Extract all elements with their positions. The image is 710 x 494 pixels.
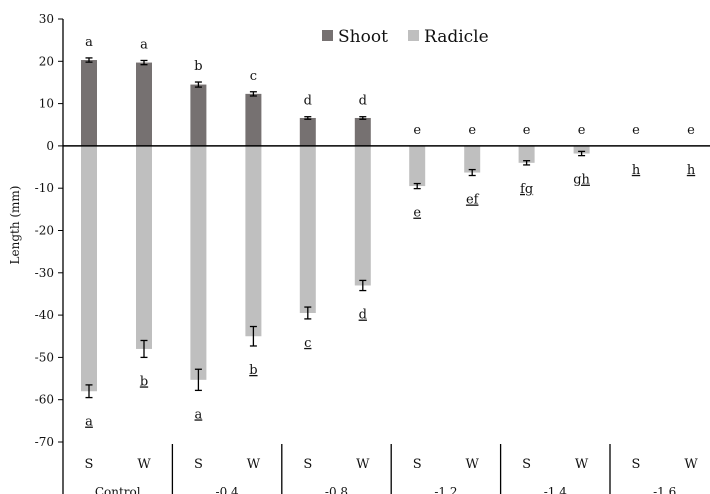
shoot-letter: e — [413, 123, 421, 138]
shoot-bar — [81, 60, 97, 146]
x-group-label: -1.4 — [544, 485, 568, 494]
shoot-legend-label: Shoot — [338, 27, 388, 47]
x-category-label: W — [247, 457, 261, 472]
radicle-letter: a — [85, 415, 93, 430]
x-group-label: -0.4 — [216, 485, 240, 494]
error-bar — [194, 81, 202, 88]
x-category-label: W — [137, 457, 151, 472]
y-axis-title: Length (mm) — [8, 186, 22, 265]
x-group-label: Control — [95, 485, 141, 494]
x-category-label: S — [522, 457, 531, 472]
shoot-letter: d — [304, 94, 312, 109]
shoot-letter: d — [359, 94, 367, 109]
y-tick-label: 30 — [39, 12, 54, 26]
x-category-label: S — [413, 457, 422, 472]
shoot-letter: e — [468, 123, 476, 138]
shoot-legend-swatch — [322, 30, 333, 41]
error-bar — [194, 368, 202, 392]
shoot-letter: a — [85, 35, 93, 50]
significance-letters: a a b c d d e e e e e e a b a b c d e ef fg gh h h — [85, 35, 696, 430]
y-tick-label: -60 — [35, 393, 54, 407]
shoot-bar — [245, 93, 262, 146]
shoot-letter: e — [687, 123, 695, 138]
radicle-legend-label: Radicle — [424, 27, 489, 47]
x-axis: S W S W S W S W S W S W Control -0.4 -0.8 -1.2 -1.4 -1.6 — [85, 444, 698, 494]
y-tick-label: -50 — [35, 350, 54, 364]
radicle-bar — [573, 145, 590, 154]
shoot-bar — [299, 117, 316, 146]
error-bar — [359, 116, 367, 120]
shoot-bar — [136, 62, 152, 146]
radicle-bar — [190, 145, 207, 380]
radicle-letter: a — [195, 407, 203, 422]
x-group-label: -0.8 — [325, 485, 348, 494]
shoot-bar — [190, 84, 207, 146]
shoot-letter: e — [632, 123, 640, 138]
bars — [63, 57, 710, 399]
radicle-letter: fg — [520, 182, 533, 197]
radicle-letter: h — [687, 163, 696, 178]
y-tick-label: 10 — [39, 97, 54, 111]
error-bar — [578, 150, 586, 157]
y-tick-label: -10 — [35, 181, 54, 195]
radicle-letter: c — [304, 336, 311, 351]
error-bar — [304, 116, 312, 120]
radicle-legend-swatch — [408, 30, 419, 41]
error-bar — [249, 91, 257, 97]
x-category-label: S — [85, 457, 94, 472]
radicle-bar — [518, 145, 535, 163]
error-bar — [304, 306, 312, 320]
shoot-letter: a — [140, 37, 148, 52]
radicle-bar — [245, 145, 262, 337]
y-tick-label: -40 — [35, 308, 54, 322]
error-bar — [413, 182, 421, 190]
y-tick-label: -20 — [35, 224, 54, 238]
error-bar — [85, 57, 93, 63]
x-category-label: W — [356, 457, 370, 472]
shoot-letter: e — [578, 123, 586, 138]
x-category-label: W — [684, 457, 698, 472]
radicle-letter: ef — [466, 193, 480, 208]
x-category-label: S — [194, 457, 203, 472]
x-category-label: S — [632, 457, 641, 472]
error-bar — [359, 279, 367, 292]
shoot-letter: c — [250, 69, 257, 84]
radicle-letter: e — [413, 206, 421, 221]
radicle-letter: b — [249, 363, 257, 378]
x-category-label: W — [575, 457, 589, 472]
shoot-letter: e — [523, 123, 531, 138]
error-bar — [85, 384, 93, 399]
radicle-letter: gh — [573, 173, 590, 188]
radicle-bar — [136, 145, 152, 349]
y-tick-label: 20 — [39, 54, 54, 68]
error-bar — [140, 339, 148, 359]
error-bar — [468, 168, 476, 177]
x-category-label: W — [466, 457, 480, 472]
radicle-bar — [409, 145, 426, 187]
x-group-label: -1.6 — [653, 485, 676, 494]
radicle-letter: d — [359, 308, 367, 323]
shoot-letter: b — [194, 59, 202, 74]
shoot-bar — [354, 117, 371, 146]
y-tick-label: 0 — [46, 139, 54, 153]
radicle-bar — [299, 145, 316, 313]
radicle-bar — [464, 145, 481, 173]
y-tick-label: -70 — [35, 435, 54, 449]
radicle-letter: h — [632, 163, 641, 178]
x-category-label: S — [303, 457, 312, 472]
y-axis: 30 20 10 0 -10 -20 -30 -40 -50 -60 -70 — [35, 12, 64, 494]
y-tick-label: -30 — [35, 266, 54, 280]
legend: Shoot Radicle — [322, 27, 489, 47]
radicle-bar — [354, 145, 371, 286]
radicle-bar — [81, 145, 97, 392]
error-bar — [140, 59, 148, 66]
radicle-letter: b — [140, 374, 148, 389]
error-bar — [249, 325, 257, 347]
x-group-label: -1.2 — [434, 485, 457, 494]
error-bar — [523, 160, 531, 166]
